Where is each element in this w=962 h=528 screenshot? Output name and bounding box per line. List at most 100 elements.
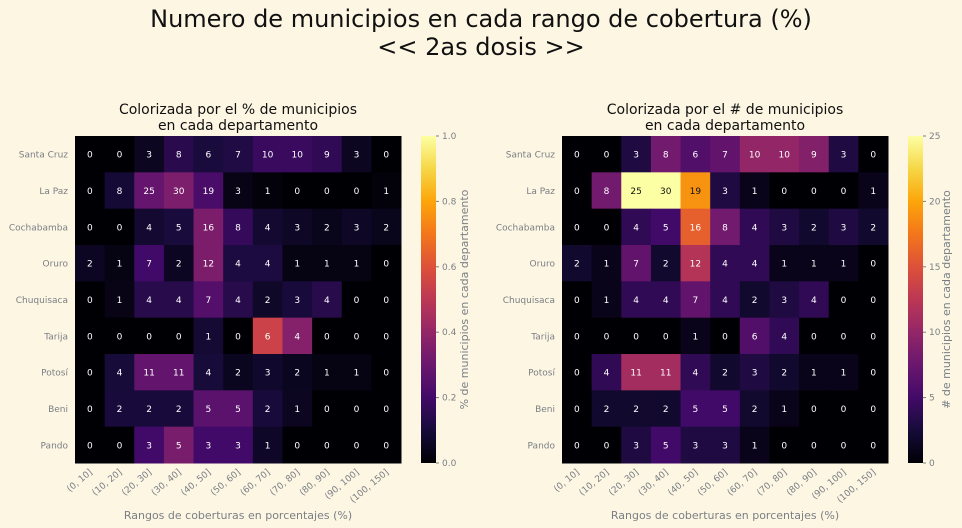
heatmap-cell	[193, 136, 224, 173]
cell-label: 0	[604, 223, 610, 233]
cell-label: 1	[811, 369, 817, 379]
cell-label: 2	[324, 223, 330, 233]
heatmap-cell	[282, 136, 313, 173]
cell-label: 0	[383, 332, 389, 342]
x-tick-label: (60, 70]	[239, 468, 273, 499]
heatmap-cell	[371, 172, 402, 210]
heatmap-cell	[739, 281, 770, 319]
cell-label: 10	[292, 151, 304, 161]
cell-label: 0	[324, 332, 330, 342]
heatmap-cell	[739, 426, 770, 464]
heatmap-cell	[252, 281, 283, 319]
cell-label: 2	[176, 260, 182, 270]
cell-label: 4	[146, 223, 152, 233]
heatmap-cell	[858, 317, 889, 355]
heatmap-cell	[282, 208, 313, 246]
heatmap-cell	[858, 245, 889, 282]
cell-label: 4	[633, 223, 639, 233]
x-tick-label: (50, 60]	[209, 468, 243, 499]
y-tick-label: Oruro	[43, 260, 69, 270]
heatmap-cell	[134, 281, 165, 319]
cell-label: 3	[841, 223, 847, 233]
cell-label: 3	[752, 369, 758, 379]
cell-label: 3	[294, 223, 300, 233]
heatmap-cell	[828, 208, 859, 246]
heatmap-cell	[163, 390, 195, 428]
heatmap-cell	[163, 208, 195, 246]
cell-label: 2	[176, 405, 182, 415]
cell-label: 0	[383, 260, 389, 270]
cell-label: 6	[205, 151, 211, 161]
heatmap-cell	[341, 354, 372, 391]
y-tick-label: Beni	[535, 405, 555, 415]
heatmap-cell	[252, 390, 283, 428]
cell-label: 4	[146, 296, 152, 306]
heatmap-cell	[312, 136, 343, 173]
x-tick-label: (70, 80]	[268, 468, 302, 499]
cell-label: 8	[117, 187, 123, 197]
cell-label: 0	[841, 296, 847, 306]
heatmap-cell	[312, 390, 343, 428]
cell-label: 4	[722, 260, 728, 270]
heatmap-cell	[371, 208, 402, 246]
cell-label: 9	[324, 151, 330, 161]
heatmap-cell	[562, 426, 593, 464]
x-tick-label: (20, 30]	[607, 468, 641, 499]
cell-label: 11	[173, 369, 184, 379]
cell-label: 5	[692, 405, 698, 415]
heatmap-cell	[282, 317, 313, 355]
heatmap-cell	[282, 354, 313, 391]
heatmap-cell	[223, 245, 254, 282]
heatmap-cell	[562, 172, 593, 210]
cell-label: 0	[841, 332, 847, 342]
cell-label: 2	[146, 405, 152, 415]
heatmap-cell	[312, 245, 343, 282]
heatmap-cell	[799, 136, 830, 173]
heatmap-cell	[769, 317, 800, 355]
cell-label: 11	[630, 369, 641, 379]
y-tick-label: Tarija	[43, 332, 68, 342]
cell-label: 6	[752, 332, 758, 342]
colorbar-tick-label: 15	[929, 263, 940, 273]
cell-label: 0	[294, 187, 300, 197]
cell-label: 1	[324, 369, 330, 379]
colorbar-tick-label: 5	[929, 394, 935, 404]
heatmap-cell	[75, 426, 106, 464]
heatmap-cell	[104, 281, 135, 319]
heatmap-cell	[621, 136, 652, 173]
cell-label: 0	[604, 441, 610, 451]
heatmap-cell	[650, 172, 682, 210]
cell-label: 0	[354, 441, 360, 451]
cell-label: 0	[841, 405, 847, 415]
cell-label: 4	[324, 296, 330, 306]
cell-label: 0	[87, 187, 93, 197]
cell-label: 11	[143, 369, 154, 379]
heatmap-cell	[312, 208, 343, 246]
cell-label: 0	[811, 332, 817, 342]
heatmap-cell	[739, 208, 770, 246]
heatmap-cell	[134, 208, 165, 246]
cell-label: 4	[205, 369, 211, 379]
heatmap-cell	[282, 245, 313, 282]
heatmap-cell	[858, 354, 889, 391]
cell-label: 3	[722, 441, 728, 451]
cell-label: 0	[722, 332, 728, 342]
cell-label: 1	[870, 187, 876, 197]
colorbar-tick-label: 1.0	[442, 132, 457, 142]
heatmap-cell	[134, 317, 165, 355]
colorbar-tick-label: 0.6	[442, 263, 457, 273]
colorbar	[421, 136, 436, 463]
heatmap-cell	[680, 136, 711, 173]
cell-label: 0	[841, 187, 847, 197]
heatmap-cell	[163, 172, 195, 210]
cell-label: 0	[383, 405, 389, 415]
cell-label: 1	[604, 296, 610, 306]
heatmap-cell	[104, 245, 135, 282]
heatmap-cell	[341, 390, 372, 428]
heatmap-cell	[710, 136, 741, 173]
cell-label: 2	[663, 260, 669, 270]
cell-label: 0	[870, 296, 876, 306]
cell-label: 3	[841, 151, 847, 161]
x-tick-label: (10, 20]	[91, 468, 125, 499]
heatmap-cell	[163, 317, 195, 355]
